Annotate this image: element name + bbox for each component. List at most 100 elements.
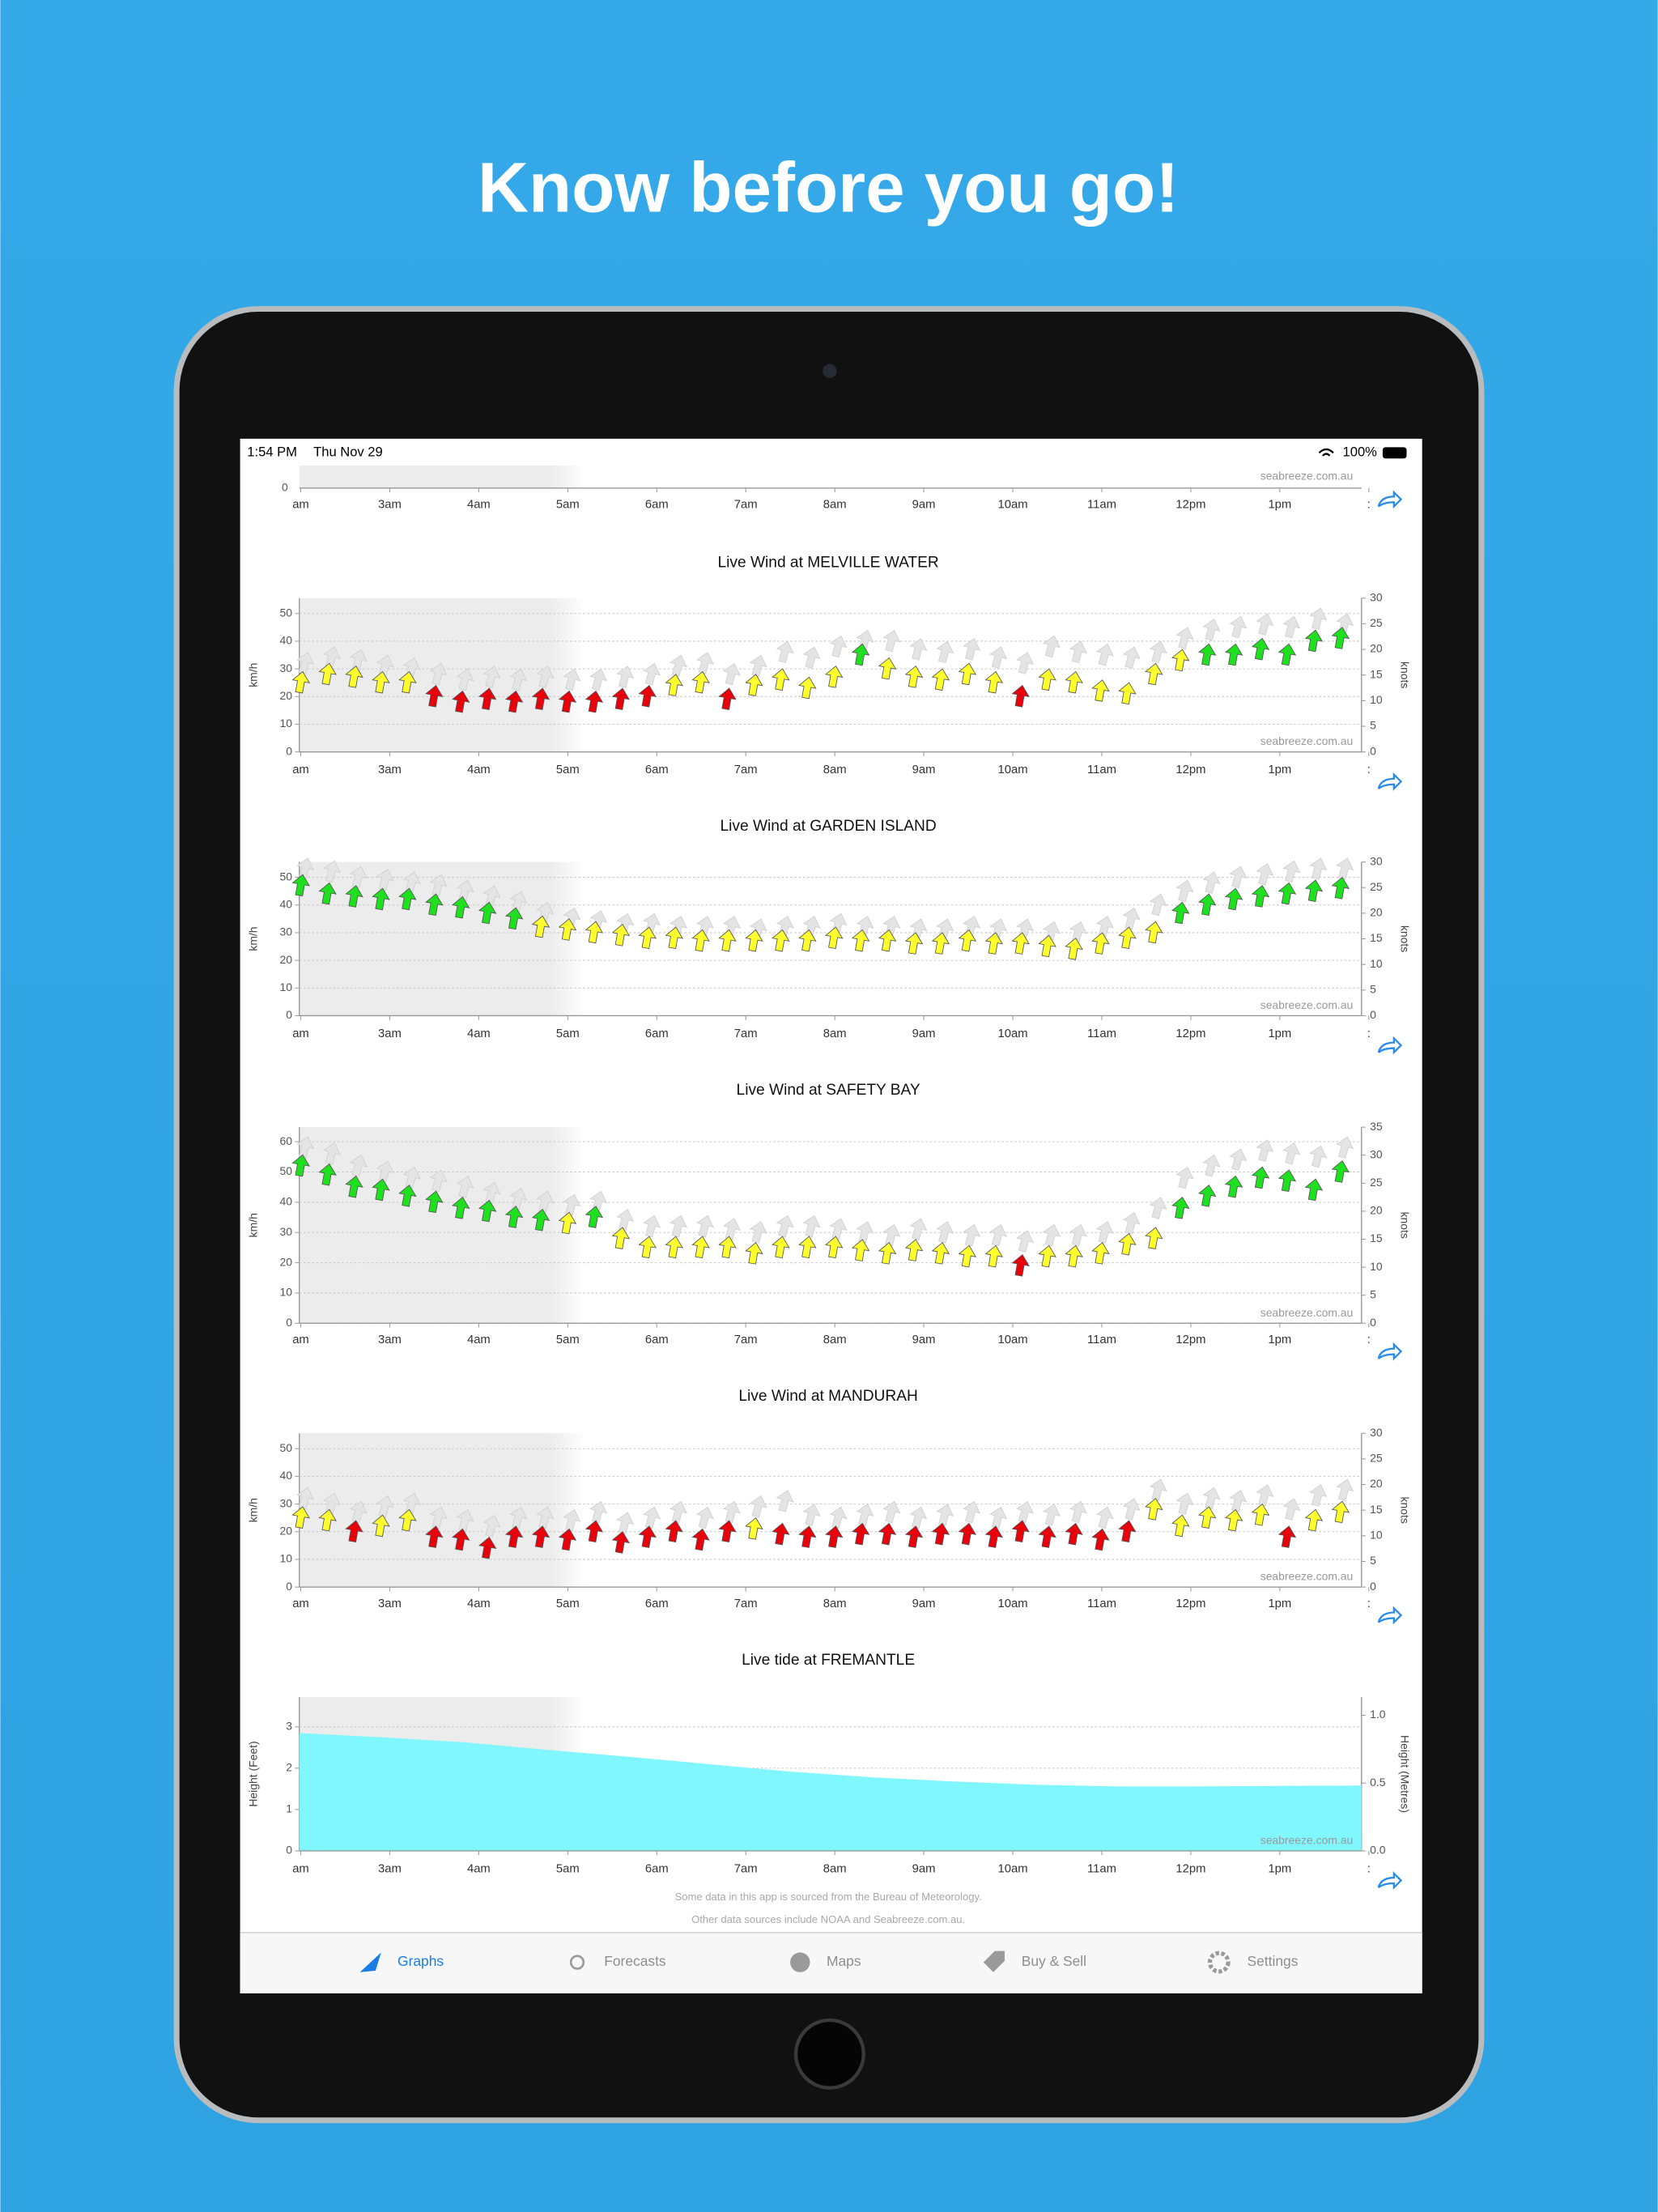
wind-arrow [958, 929, 977, 952]
wind-arrow [638, 1236, 657, 1259]
x-tick-label: 11am [1087, 1863, 1116, 1876]
x-tick-label: 1pm [1268, 764, 1291, 776]
x-tick-label: 12pm [1175, 499, 1205, 512]
wind-arrow [851, 643, 870, 666]
y2-tick-label: 15 [1370, 1231, 1383, 1244]
wind-arrow [825, 926, 844, 950]
y-axis-label: km/h [247, 663, 260, 687]
wind-arrow [772, 1522, 790, 1546]
wind-arrow [691, 670, 710, 694]
wind-arrow [398, 670, 417, 694]
battery-icon [1382, 447, 1407, 459]
y-tick-label: 10 [280, 1286, 293, 1299]
wind-arrow [772, 1236, 790, 1259]
y2-tick-label: 10 [1370, 1529, 1383, 1542]
x-tick-label: 7am [734, 499, 758, 512]
share-button[interactable] [1377, 772, 1403, 791]
x-tick-label: 9am [912, 1863, 936, 1876]
x-tick-label: 6am [645, 1863, 669, 1876]
wind-arrow [1065, 1244, 1083, 1268]
wind-arrow [1331, 1160, 1350, 1183]
wind-arrow [851, 929, 870, 952]
wind-arrow [1038, 668, 1056, 691]
y2-tick-label: 35 [1370, 1120, 1383, 1133]
gust-arrow [749, 1495, 767, 1518]
wind-arrow [1065, 1522, 1083, 1546]
gust-arrow [776, 1214, 794, 1238]
watermark: seabreeze.com.au [1261, 734, 1354, 747]
wind-arrow [638, 1525, 657, 1548]
wind-arrow [1331, 876, 1350, 900]
x-tick-label: 8am [823, 499, 847, 512]
gust-arrow [1069, 640, 1087, 664]
x-tick-label: 1pm [1268, 499, 1291, 512]
x-tick-label: am [292, 764, 309, 776]
chart-title: Live tide at FREMANTLE [742, 1652, 915, 1669]
home-button[interactable] [793, 2018, 865, 2090]
wind-arrow [665, 674, 683, 696]
share-button[interactable] [1377, 1871, 1403, 1890]
y-tick-label: 1 [286, 1802, 292, 1815]
y-tick-label: 50 [280, 606, 293, 619]
share-button[interactable] [1377, 490, 1403, 509]
x-tick-label: 7am [734, 1027, 758, 1040]
y2-tick-label: 0 [1370, 744, 1376, 757]
share-button[interactable] [1377, 1036, 1403, 1055]
gust-arrow [1202, 871, 1221, 894]
x-tick-label: 10am [998, 1863, 1028, 1876]
wind-arrow [1171, 1514, 1190, 1538]
share-button[interactable] [1377, 1342, 1403, 1361]
gust-arrow [1069, 1500, 1087, 1524]
tab-label[interactable]: Maps [827, 1953, 861, 1969]
wind-arrow [851, 1239, 870, 1261]
tab-label[interactable]: Settings [1248, 1953, 1299, 1969]
gust-arrow [829, 635, 848, 658]
gust-arrow [909, 638, 928, 661]
y-tick-label: 40 [280, 1469, 293, 1482]
y-tick-label: 50 [280, 1441, 293, 1454]
x-tick-label: am [292, 1334, 309, 1346]
wind-arrow [958, 662, 977, 686]
wind-arrow [931, 668, 950, 691]
tab-label[interactable]: Forecasts [604, 1953, 666, 1969]
wind-arrow [798, 676, 817, 700]
chart-title: Live Wind at SAFETY BAY [737, 1082, 920, 1099]
y2-tick-label: 30 [1370, 854, 1383, 867]
wind-arrow [1091, 1528, 1110, 1551]
wind-arrow [1118, 682, 1137, 705]
y-tick-label: 0 [286, 1008, 292, 1021]
tab-label[interactable]: Graphs [397, 1953, 444, 1969]
y-tick-label: 3 [286, 1719, 292, 1732]
wind-arrow [984, 932, 1004, 955]
share-button[interactable] [1377, 1606, 1403, 1625]
gust-arrow [509, 668, 528, 691]
wind-arrow [372, 670, 390, 694]
x-tick-label: am [292, 1863, 309, 1876]
wind-arrow [1251, 637, 1270, 661]
gust-arrow [429, 1169, 448, 1193]
x-tick-label: 11am [1087, 1334, 1116, 1346]
x-tick-label: : [1367, 1027, 1371, 1040]
tab-label[interactable]: Buy & Sell [1022, 1953, 1086, 1969]
wind-arrow [345, 885, 363, 908]
wind-arrow [318, 1508, 337, 1532]
y2-tick-label: 30 [1370, 1147, 1383, 1160]
x-tick-label: 11am [1087, 764, 1116, 776]
wind-arrow [1224, 643, 1244, 666]
y2-tick-label: 0 [1370, 1580, 1376, 1593]
night-shade [299, 861, 551, 1016]
wind-arrow [1065, 938, 1083, 960]
y-tick-label: 20 [280, 1524, 293, 1537]
wind-arrow [452, 895, 470, 919]
wind-arrow [291, 1154, 310, 1177]
y2-tick-label: 30 [1370, 1426, 1383, 1439]
wind-arrow [984, 1525, 1004, 1548]
y2-tick-label: 20 [1370, 906, 1383, 919]
wind-arrow [745, 1516, 763, 1540]
y2-axis-label: knots [1398, 1212, 1411, 1239]
wind-arrow [665, 1520, 683, 1543]
wind-arrow [1304, 879, 1324, 902]
gust-arrow [936, 1221, 954, 1244]
chart-title: Live Wind at MANDURAH [738, 1388, 917, 1405]
